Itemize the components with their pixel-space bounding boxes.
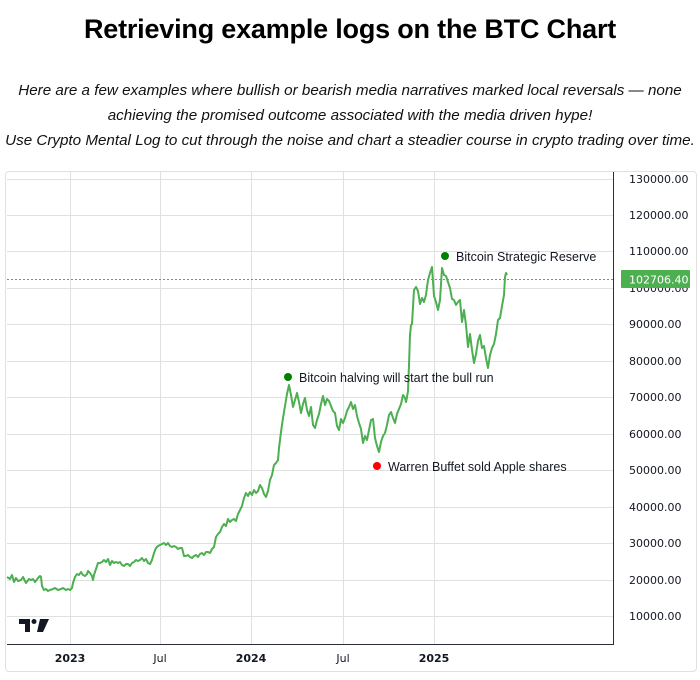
- annotation-label: Bitcoin halving will start the bull run: [299, 371, 494, 385]
- page-title: Retrieving example logs on the BTC Chart: [83, 14, 617, 44]
- tradingview-logo-icon[interactable]: [19, 619, 49, 632]
- btc-price-line: [6, 266, 508, 592]
- price-tick: 120000.00: [629, 209, 689, 222]
- time-tick: Jul: [335, 652, 349, 665]
- price-axis[interactable]: 130000.00 120000.00 110000.00 100000.00 …: [629, 173, 689, 623]
- subtitle-line-3: Use Crypto Mental Log to cut through the…: [5, 132, 695, 149]
- last-price-tag: 102706.40: [621, 270, 690, 288]
- price-tick: 130000.00: [629, 173, 689, 186]
- annotation-label: Warren Buffet sold Apple shares: [388, 460, 567, 474]
- price-tick: 70000.00: [629, 391, 682, 404]
- price-tick: 30000.00: [629, 537, 682, 550]
- time-axis[interactable]: 2023 Jul 2024 Jul 2025: [55, 652, 450, 665]
- time-tick: 2024: [236, 652, 267, 665]
- price-tick: 10000.00: [629, 610, 682, 623]
- price-tick: 110000.00: [629, 245, 689, 258]
- bullish-marker-icon: [441, 252, 449, 260]
- time-tick: 2023: [55, 652, 86, 665]
- annotation-buffet[interactable]: Warren Buffet sold Apple shares: [373, 460, 567, 474]
- price-tick: 20000.00: [629, 574, 682, 587]
- horizontal-gridlines: [7, 179, 613, 617]
- price-tick: 90000.00: [629, 318, 682, 331]
- time-tick: Jul: [152, 652, 166, 665]
- last-price-value: 102706.40: [629, 274, 689, 287]
- price-tick: 40000.00: [629, 501, 682, 514]
- annotation-label: Bitcoin Strategic Reserve: [456, 250, 596, 264]
- annotation-strategic-reserve[interactable]: Bitcoin Strategic Reserve: [441, 250, 596, 264]
- price-tick: 50000.00: [629, 464, 682, 477]
- page-subtitle: Here are a few examples where bullish or…: [0, 78, 700, 153]
- vertical-gridlines: [70, 172, 435, 644]
- price-tick: 80000.00: [629, 355, 682, 368]
- chart-container[interactable]: [5, 171, 697, 672]
- annotation-halving[interactable]: Bitcoin halving will start the bull run: [284, 371, 494, 385]
- time-tick: 2025: [419, 652, 450, 665]
- subtitle-line-2: achieving the promised outcome associate…: [107, 107, 593, 124]
- bullish-marker-icon: [284, 373, 292, 381]
- bearish-marker-icon: [373, 462, 381, 470]
- price-tick: 60000.00: [629, 428, 682, 441]
- subtitle-line-1: Here are a few examples where bullish or…: [18, 82, 682, 99]
